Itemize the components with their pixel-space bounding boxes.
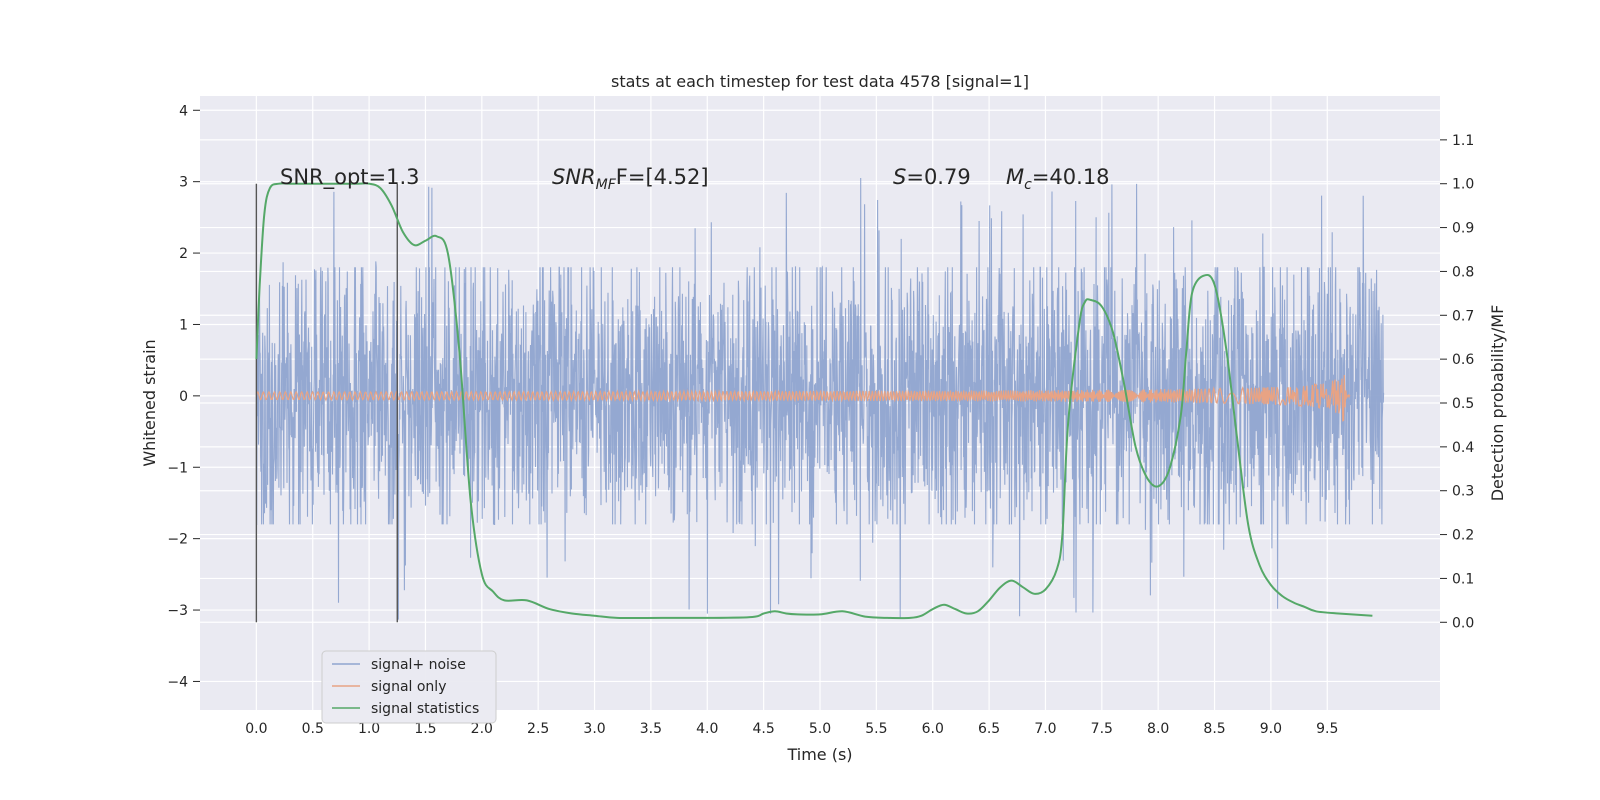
y-axis-right-ticks: 1.1 1.0 0.9 0.8 0.7 0.6 0.5 0.4 0.3 0.2 0.1 0.0 xyxy=(1440,133,1474,631)
y-tick-label-left: 3 xyxy=(179,175,188,191)
x-tick-label: 1.0 xyxy=(358,721,380,737)
legend: signal+ noise signal only signal statist… xyxy=(321,650,497,724)
annotation-s-value: =0.79 xyxy=(906,165,970,189)
signal-noise-line xyxy=(256,177,1385,620)
legend-label-signal-noise: signal+ noise xyxy=(371,657,466,673)
x-tick-label: 9.5 xyxy=(1316,721,1338,737)
y-axis-right-label: Detection probability/MF xyxy=(1488,305,1507,502)
y-tick-label-right: 0.6 xyxy=(1452,352,1474,368)
y-tick-label-left: 2 xyxy=(179,246,188,262)
y-tick-label-right: 0.7 xyxy=(1452,308,1474,324)
annotation-snr-mf-symbol: SNR xyxy=(552,165,596,189)
y-tick-label-right: 1.0 xyxy=(1452,177,1474,193)
x-tick-label: 4.0 xyxy=(696,721,718,737)
annotation-s: S=0.79 xyxy=(893,165,971,189)
y-tick-label-left: −2 xyxy=(167,532,188,548)
annotation-mc-symbol: M xyxy=(1006,165,1024,189)
x-tick-label: 0.0 xyxy=(245,721,267,737)
x-tick-label: 7.5 xyxy=(1091,721,1113,737)
vertical-markers xyxy=(255,183,398,623)
x-axis-ticks: 0.0 0.5 1.0 1.5 2.0 2.5 3.0 3.5 4.0 4.5 5.0 5.5 6.0 6… xyxy=(245,721,1338,737)
annotation-mc-value: =40.18 xyxy=(1032,165,1110,189)
y-tick-label-right: 0.3 xyxy=(1452,484,1474,500)
y-tick-label-right: 0.9 xyxy=(1452,221,1474,237)
x-tick-label: 6.0 xyxy=(922,721,944,737)
x-tick-label: 3.5 xyxy=(640,721,662,737)
annotation-mc-subscript: c xyxy=(1024,177,1032,193)
signal-only-line xyxy=(255,374,1351,422)
legend-box xyxy=(321,650,497,724)
x-tick-label: 1.5 xyxy=(414,721,436,737)
x-tick-label: 5.5 xyxy=(865,721,887,737)
y-axis-left-label: Whitened strain xyxy=(140,339,159,466)
x-tick-label: 5.0 xyxy=(809,721,831,737)
y-tick-label-left: −4 xyxy=(167,674,188,690)
annotation-snr-mf-value: F=[4.52] xyxy=(616,165,709,189)
legend-label-signal-only: signal only xyxy=(371,679,446,695)
y-tick-label-left: 4 xyxy=(179,103,188,119)
x-tick-label: 8.0 xyxy=(1147,721,1169,737)
y-tick-label-left: 0 xyxy=(179,389,188,405)
annotation-mc: Mc=40.18 xyxy=(1006,165,1110,193)
x-axis-label: Time (s) xyxy=(786,745,852,764)
x-tick-label: 6.5 xyxy=(978,721,1000,737)
y-tick-label-right: 0.0 xyxy=(1452,615,1474,631)
series-signal-statistics xyxy=(255,182,1373,620)
chart-title: stats at each timestep for test data 457… xyxy=(611,72,1029,91)
annotation-snr-mf: SNRMFF=[4.52] xyxy=(552,165,709,193)
x-tick-label: 8.5 xyxy=(1203,721,1225,737)
x-tick-label: 2.0 xyxy=(471,721,493,737)
series-signal-noise xyxy=(256,177,1385,620)
x-tick-label: 9.0 xyxy=(1260,721,1282,737)
y-tick-label-right: 0.2 xyxy=(1452,528,1474,544)
x-tick-label: 4.5 xyxy=(753,721,775,737)
annotation-snr-mf-subscript: MF xyxy=(596,177,617,193)
y-tick-label-right: 1.1 xyxy=(1452,133,1474,149)
annotation-s-symbol: S xyxy=(893,165,906,189)
x-tick-label: 2.5 xyxy=(527,721,549,737)
y-tick-label-right: 0.4 xyxy=(1452,440,1474,456)
x-tick-label: 7.0 xyxy=(1034,721,1056,737)
y-tick-label-left: −3 xyxy=(167,603,188,619)
y-tick-label-right: 0.5 xyxy=(1452,396,1474,412)
series-signal-only xyxy=(255,374,1351,422)
x-tick-label: 3.0 xyxy=(583,721,605,737)
y-axis-left-ticks: 4 3 2 1 0 −1 −2 −3 −4 xyxy=(167,103,200,690)
y-tick-label-left: −1 xyxy=(167,460,188,476)
signal-statistics-line xyxy=(255,182,1373,620)
annotation-snr-opt: SNR_opt=1.3 xyxy=(280,165,420,190)
y-tick-label-right: 0.1 xyxy=(1452,571,1474,587)
x-tick-label: 0.5 xyxy=(302,721,324,737)
legend-label-signal-statistics: signal statistics xyxy=(371,701,479,717)
y-tick-label-right: 0.8 xyxy=(1452,264,1474,280)
y-tick-label-left: 1 xyxy=(179,317,188,333)
